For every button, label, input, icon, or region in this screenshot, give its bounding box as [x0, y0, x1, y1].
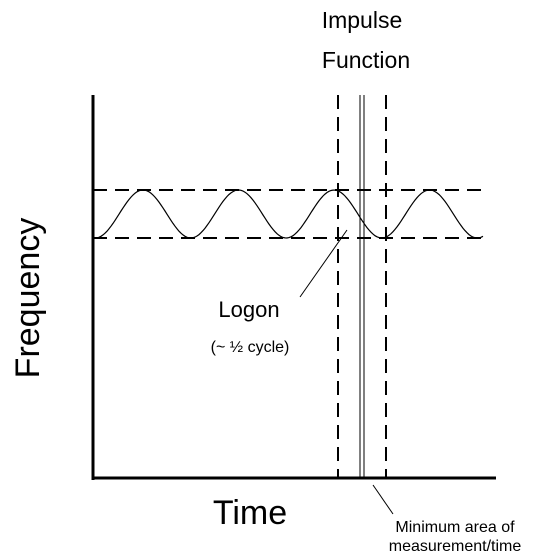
wave: [92, 189, 484, 239]
x-axis-label: Time: [213, 494, 287, 532]
logon-note: (~ ½ cycle): [211, 339, 290, 356]
minimum-area-pointer: [372, 484, 394, 515]
logon-label: Logon: [218, 297, 279, 322]
minimum-area-label: measurement/time: [389, 538, 522, 555]
impulse-label: Function: [322, 47, 410, 73]
logon-pointer: [299, 229, 348, 298]
y-axis-label: Frequency: [9, 218, 47, 379]
minimum-area-label: Minimum area of: [395, 519, 515, 536]
impulse-label: Impulse: [322, 7, 403, 33]
